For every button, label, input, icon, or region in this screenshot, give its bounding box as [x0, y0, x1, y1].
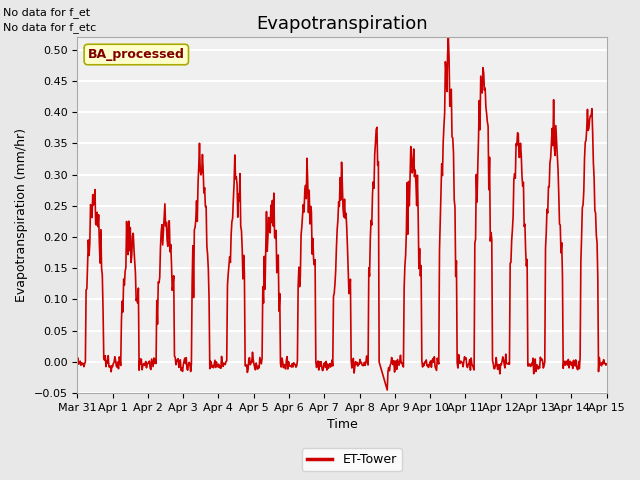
Y-axis label: Evapotranspiration (mm/hr): Evapotranspiration (mm/hr): [15, 128, 28, 302]
X-axis label: Time: Time: [326, 419, 357, 432]
Text: No data for f_et: No data for f_et: [3, 7, 90, 18]
Text: BA_processed: BA_processed: [88, 48, 185, 61]
Title: Evapotranspiration: Evapotranspiration: [256, 15, 428, 33]
Legend: ET-Tower: ET-Tower: [302, 448, 402, 471]
Text: No data for f_etc: No data for f_etc: [3, 22, 97, 33]
